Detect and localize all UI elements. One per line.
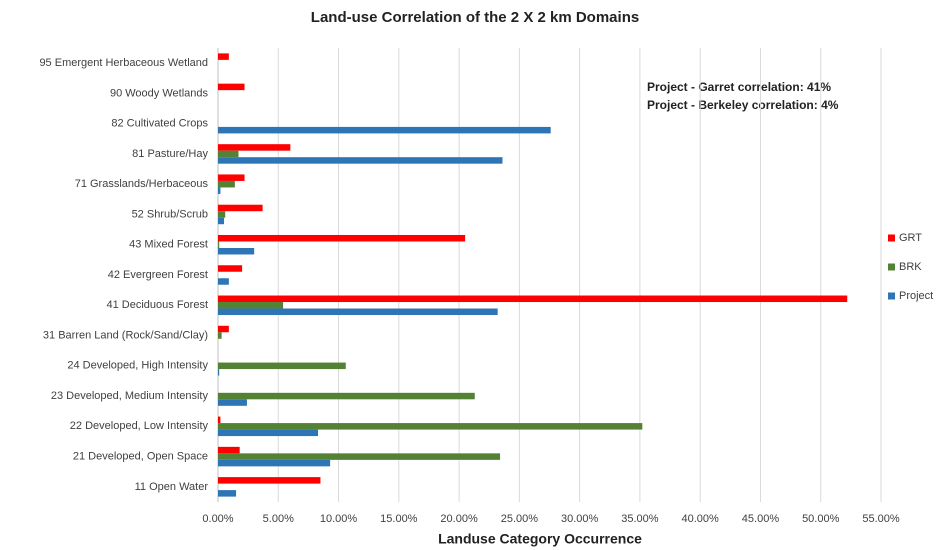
bar (218, 392, 475, 400)
y-tick-label: 24 Developed, High Intensity (67, 360, 208, 372)
bar (218, 446, 240, 454)
y-tick-label: 41 Deciduous Forest (107, 299, 209, 311)
y-tick-label: 52 Shrub/Scrub (132, 208, 208, 220)
bar (218, 211, 226, 218)
y-tick-label: 81 Pasture/Hay (132, 148, 208, 160)
legend-swatch (888, 292, 895, 300)
bar (218, 126, 551, 134)
bar (218, 265, 243, 272)
bar (218, 241, 220, 248)
y-tick-label: 90 Woody Wetlands (110, 87, 209, 99)
bar (218, 423, 643, 430)
x-tick-label: 0.00% (202, 513, 233, 525)
x-tick-label: 10.00% (320, 513, 358, 525)
annotation: Project - Berkeley correlation: 4% (647, 98, 839, 112)
bar (218, 247, 255, 255)
bar (218, 477, 321, 484)
bar (218, 204, 263, 212)
y-tick-label: 31 Barren Land (Rock/Sand/Clay) (43, 329, 208, 341)
annotation: Project - Garret correlation: 41% (647, 80, 831, 94)
bar (218, 53, 229, 60)
bar (218, 429, 319, 437)
x-tick-label: 45.00% (742, 513, 780, 525)
legend-label: GRT (899, 232, 922, 244)
x-tick-label: 5.00% (263, 513, 294, 525)
y-tick-label: 42 Evergreen Forest (108, 269, 208, 281)
y-tick-label: 95 Emergent Herbaceous Wetland (39, 57, 208, 69)
bar (218, 180, 235, 188)
bar (218, 459, 331, 467)
y-tick-label: 21 Developed, Open Space (73, 451, 208, 463)
y-tick-label: 71 Grasslands/Herbaceous (75, 178, 209, 190)
bar (218, 234, 466, 242)
chart-title: Land-use Correlation of the 2 X 2 km Dom… (311, 9, 639, 26)
bar (218, 278, 229, 285)
legend-swatch (888, 263, 895, 271)
legend-label: Project (899, 290, 933, 302)
bar (218, 157, 503, 164)
bar (218, 83, 245, 91)
legend-swatch (888, 234, 895, 242)
x-axis-title: Landuse Category Occurrence (438, 531, 642, 547)
x-tick-label: 25.00% (501, 513, 539, 525)
bar (218, 490, 237, 497)
bar (218, 174, 245, 181)
bar (218, 302, 284, 309)
bar (218, 362, 346, 370)
bar (218, 144, 291, 151)
x-tick-label: 20.00% (440, 513, 478, 525)
legend-label: BRK (899, 261, 922, 273)
bar (218, 325, 229, 333)
bar (218, 369, 220, 376)
y-tick-label: 23 Developed, Medium Intensity (51, 390, 209, 402)
bar (218, 416, 221, 424)
x-tick-label: 30.00% (561, 513, 599, 525)
y-tick-label: 82 Cultivated Crops (111, 118, 208, 130)
bar (218, 399, 247, 406)
x-tick-label: 35.00% (621, 513, 659, 525)
bar (218, 187, 221, 194)
bar (218, 295, 848, 303)
y-tick-label: 22 Developed, Low Intensity (70, 420, 209, 432)
x-tick-label: 55.00% (862, 513, 900, 525)
bar (218, 332, 222, 339)
y-tick-label: 43 Mixed Forest (129, 239, 208, 251)
bar (218, 453, 501, 460)
x-tick-label: 40.00% (682, 513, 720, 525)
x-tick-label: 50.00% (802, 513, 840, 525)
bar (218, 150, 239, 158)
bar (218, 308, 498, 316)
x-tick-label: 15.00% (380, 513, 418, 525)
y-tick-label: 11 Open Water (135, 481, 209, 493)
bar (218, 217, 225, 225)
